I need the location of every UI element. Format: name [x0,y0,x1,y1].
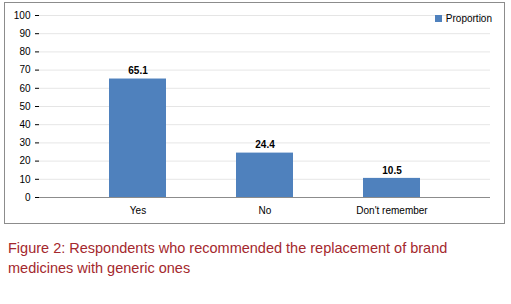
svg-text:60: 60 [19,83,31,94]
svg-text:No: No [259,205,272,216]
svg-text:90: 90 [19,28,31,39]
svg-text:20: 20 [19,155,31,166]
svg-text:24.4: 24.4 [255,139,275,150]
svg-text:80: 80 [19,46,31,57]
svg-text:10: 10 [19,174,31,185]
html-text:Figure 2: Respondents who reco: Figure 2: Respondents who recommended th… [8,240,448,276]
svg-text:40: 40 [19,119,31,130]
svg-text:10.5: 10.5 [382,165,402,176]
svg-text:Don't remember: Don't remember [356,205,428,216]
svg-text:30: 30 [19,137,31,148]
svg-text:50: 50 [19,101,31,112]
svg-text:0: 0 [25,192,31,203]
svg-text:Yes: Yes [130,205,146,216]
html-text:Proportion: Proportion [445,13,492,24]
svg-text:65.1: 65.1 [128,65,148,76]
svg-text:100: 100 [14,10,31,21]
svg-text:70: 70 [19,64,31,75]
